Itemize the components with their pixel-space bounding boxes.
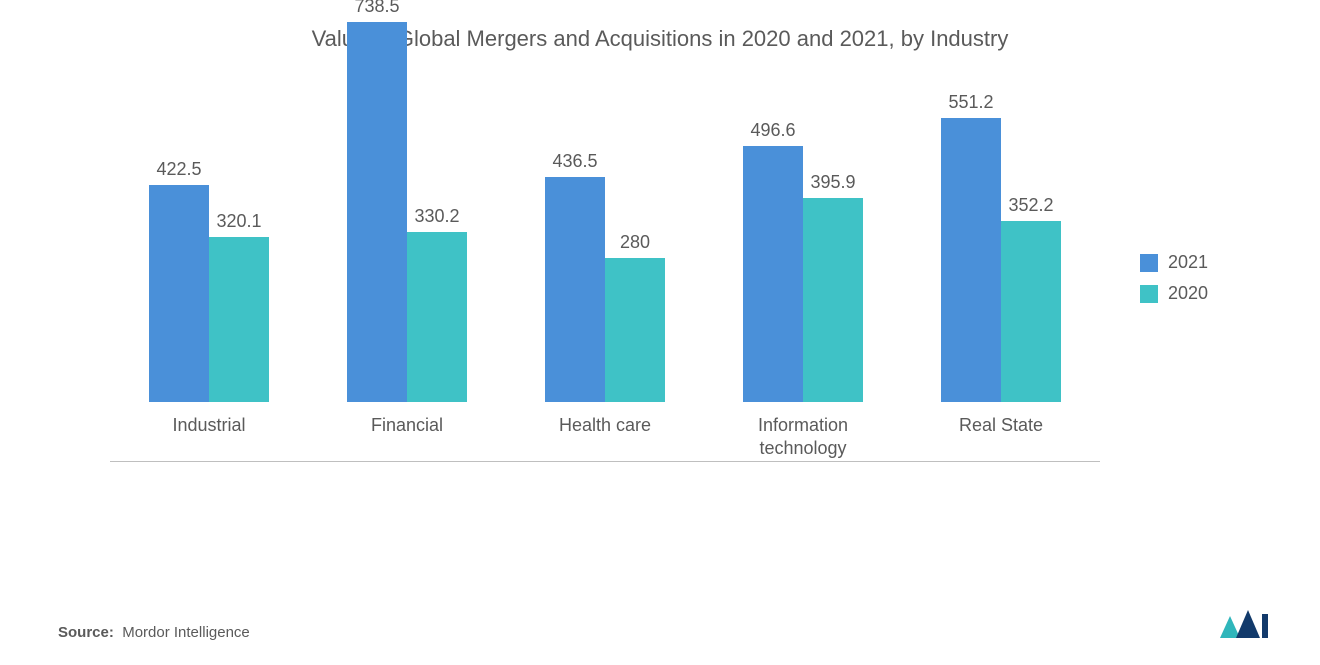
bar: 436.5: [545, 177, 605, 402]
bar-groups: 422.5320.1Industrial738.5330.2Financial4…: [110, 82, 1100, 462]
source-label: Source:: [58, 624, 114, 641]
bar-group: 496.6395.9Information technology: [714, 22, 892, 462]
bar: 352.2: [1001, 221, 1061, 402]
bars: 738.5330.2: [318, 22, 496, 402]
bar: 320.1: [209, 237, 269, 402]
chart-container: Value of Global Mergers and Acquisitions…: [0, 0, 1320, 665]
bar-value-label: 551.2: [948, 92, 993, 113]
source-name: Mordor Intelligence: [122, 624, 250, 641]
bar-value-label: 320.1: [216, 211, 261, 232]
plot-row: 422.5320.1Industrial738.5330.2Financial4…: [40, 82, 1280, 542]
category-label: Financial: [371, 414, 443, 462]
bars: 422.5320.1: [120, 22, 298, 402]
bars: 551.2352.2: [912, 22, 1090, 402]
bar-group: 551.2352.2Real State: [912, 22, 1090, 462]
bar-group: 436.5280Health care: [516, 22, 694, 462]
plot-area: 422.5320.1Industrial738.5330.2Financial4…: [40, 82, 1140, 542]
bar: 395.9: [803, 198, 863, 402]
legend: 2021 2020: [1140, 82, 1280, 314]
bars: 436.5280: [516, 22, 694, 402]
bar-value-label: 422.5: [156, 159, 201, 180]
bar: 280: [605, 258, 665, 402]
bar: 330.2: [407, 232, 467, 402]
bar: 496.6: [743, 146, 803, 402]
source-line: Source: Mordor Intelligence: [58, 624, 250, 641]
brand-logo: [1216, 608, 1272, 647]
category-label: Industrial: [172, 414, 245, 462]
bar-value-label: 496.6: [750, 120, 795, 141]
bar-value-label: 280: [620, 232, 650, 253]
legend-item-2020: 2020: [1140, 283, 1280, 304]
bar: 422.5: [149, 185, 209, 402]
bar: 738.5: [347, 22, 407, 402]
bar-value-label: 395.9: [810, 172, 855, 193]
category-label: Real State: [959, 414, 1043, 462]
bar-group: 738.5330.2Financial: [318, 22, 496, 462]
x-axis-line: [110, 461, 1100, 462]
bar-value-label: 738.5: [354, 0, 399, 17]
legend-label-2021: 2021: [1168, 252, 1208, 273]
legend-label-2020: 2020: [1168, 283, 1208, 304]
bar-group: 422.5320.1Industrial: [120, 22, 298, 462]
category-label: Information technology: [714, 414, 892, 462]
category-label: Health care: [559, 414, 651, 462]
bar-value-label: 352.2: [1008, 195, 1053, 216]
bar-value-label: 436.5: [552, 151, 597, 172]
legend-swatch-2020: [1140, 285, 1158, 303]
legend-swatch-2021: [1140, 254, 1158, 272]
bars: 496.6395.9: [714, 22, 892, 402]
legend-item-2021: 2021: [1140, 252, 1280, 273]
bar: 551.2: [941, 118, 1001, 402]
bar-value-label: 330.2: [414, 206, 459, 227]
